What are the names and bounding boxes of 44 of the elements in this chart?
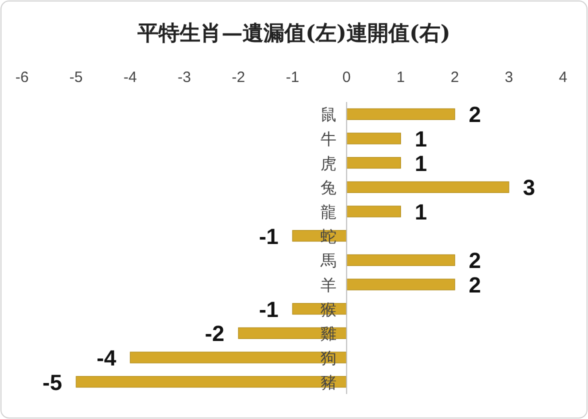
x-tick-label: -5: [69, 69, 83, 86]
x-tick-label: 4: [558, 69, 568, 86]
data-label: 2: [468, 272, 482, 298]
x-tick-label: -1: [286, 69, 300, 86]
data-label: -5: [42, 370, 62, 395]
y-tick-label: 蛇: [320, 226, 337, 246]
data-label: 3: [522, 175, 536, 200]
data-label: 1: [414, 200, 427, 224]
data-label: -2: [204, 321, 224, 346]
bar: [346, 206, 401, 218]
data-label: -1: [258, 296, 278, 322]
chart-title: 平特生肖—遺漏值(左)連開值(右): [136, 20, 450, 45]
bar: [346, 108, 456, 120]
x-tick-label: -4: [124, 69, 137, 86]
data-label: 1: [414, 150, 427, 176]
y-tick-label: 虎: [320, 154, 337, 173]
bar: [346, 132, 401, 144]
x-tick-label: 2: [450, 69, 459, 86]
y-tick-label: 豬: [320, 372, 337, 392]
bar: [346, 278, 456, 290]
x-tick-label: 0: [342, 69, 351, 86]
y-tick-label: 牛: [320, 130, 337, 148]
y-tick-label: 鼠: [320, 105, 337, 124]
data-label: 2: [468, 248, 482, 274]
x-tick-label: -6: [15, 69, 29, 86]
y-tick-label: 猴: [320, 300, 337, 319]
x-tick-label: 1: [396, 69, 405, 86]
y-tick-label: 雞: [320, 324, 337, 344]
x-tick-label: 3: [504, 69, 514, 86]
bar: [130, 352, 347, 364]
y-tick-label: 羊: [320, 276, 337, 294]
data-label: 1: [414, 126, 427, 152]
y-tick-label: 龍: [320, 202, 337, 222]
bar: [346, 181, 510, 193]
data-label: -4: [96, 346, 117, 370]
x-tick-label: -3: [178, 69, 191, 86]
y-tick-label: 兔: [320, 178, 337, 198]
bar: [346, 157, 401, 169]
y-tick-label: 狗: [320, 348, 337, 368]
data-label: -1: [258, 224, 278, 249]
y-tick-label: 馬: [320, 251, 337, 270]
bar: [346, 254, 456, 266]
x-tick-label: -2: [232, 69, 246, 86]
data-label: 2: [468, 102, 482, 128]
